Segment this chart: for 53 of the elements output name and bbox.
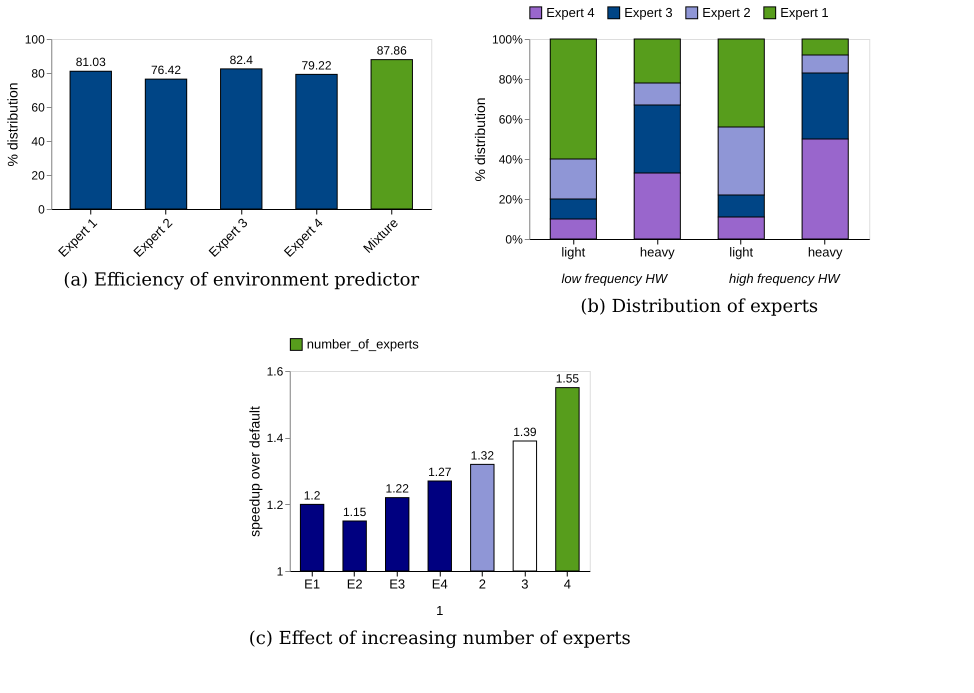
x-tick-label: heavy: [808, 244, 844, 260]
text: (b) Distribution of experts: [580, 296, 818, 317]
y-tick-label: 20: [31, 168, 46, 182]
y-tick-label: 60: [31, 100, 46, 114]
data-label: 82.4: [230, 52, 254, 67]
text: (a) Efficiency of environment predictor: [63, 269, 420, 290]
y-tick-label: 60%: [498, 112, 524, 126]
y-tick-label: 80: [31, 66, 46, 80]
y-tick-label: 0: [38, 202, 46, 216]
data-label: 81.03: [76, 55, 106, 70]
data-label: 1.2: [304, 488, 321, 502]
data-label: 87.86: [376, 44, 408, 58]
x-tick-label: 2: [478, 576, 486, 592]
y-tick-label: 40%: [498, 152, 524, 166]
y-axis-title: % distribution: [4, 82, 21, 167]
x-tick-label: 4: [564, 576, 572, 592]
legend-label: number_of_experts: [306, 336, 420, 352]
x-tick-label: E2: [346, 576, 363, 592]
y-tick-label: 1.4: [266, 431, 284, 446]
data-label: 79.22: [301, 58, 332, 72]
data-label: 1.15: [342, 505, 367, 519]
data-label: 1.22: [386, 482, 410, 496]
data-label: 1.39: [513, 425, 537, 439]
text: (c) Effect of increasing number of experts: [248, 628, 631, 649]
y-tick-label: 1.6: [266, 364, 284, 378]
text: low frequency HW: [562, 271, 669, 286]
x-tick-label: 3: [521, 576, 528, 592]
y-tick-label: 1: [276, 564, 284, 578]
y-tick-label: 0%: [505, 232, 524, 246]
legend-label: Expert 1: [780, 4, 829, 20]
y-axis-title: speedup over default: [246, 406, 263, 537]
x-tick-label: E1: [304, 576, 320, 592]
y-tick-label: 1.2: [266, 498, 284, 512]
legend-label: Expert 3: [624, 4, 673, 20]
data-label: 76.42: [150, 63, 182, 78]
x-tick-label: light: [729, 244, 754, 260]
x-tick-label: E3: [389, 576, 406, 592]
text: 1: [436, 603, 444, 618]
y-tick-label: 20%: [498, 192, 524, 206]
x-tick-label: heavy: [640, 244, 676, 260]
text: high frequency HW: [728, 271, 842, 286]
y-tick-label: 40: [31, 134, 46, 148]
legend-label: Expert 2: [702, 4, 751, 20]
legend-label: Expert 4: [546, 4, 595, 20]
x-tick-label: light: [561, 244, 586, 260]
x-tick-label: E4: [432, 576, 448, 592]
data-label: 1.55: [556, 372, 580, 386]
y-axis-title: % distribution: [472, 97, 488, 182]
y-tick-label: 80%: [498, 72, 524, 86]
y-tick-label: 100: [24, 32, 46, 46]
data-label: 1.27: [428, 465, 452, 479]
y-tick-label: 100%: [492, 32, 524, 46]
data-label: 1.32: [470, 448, 494, 462]
